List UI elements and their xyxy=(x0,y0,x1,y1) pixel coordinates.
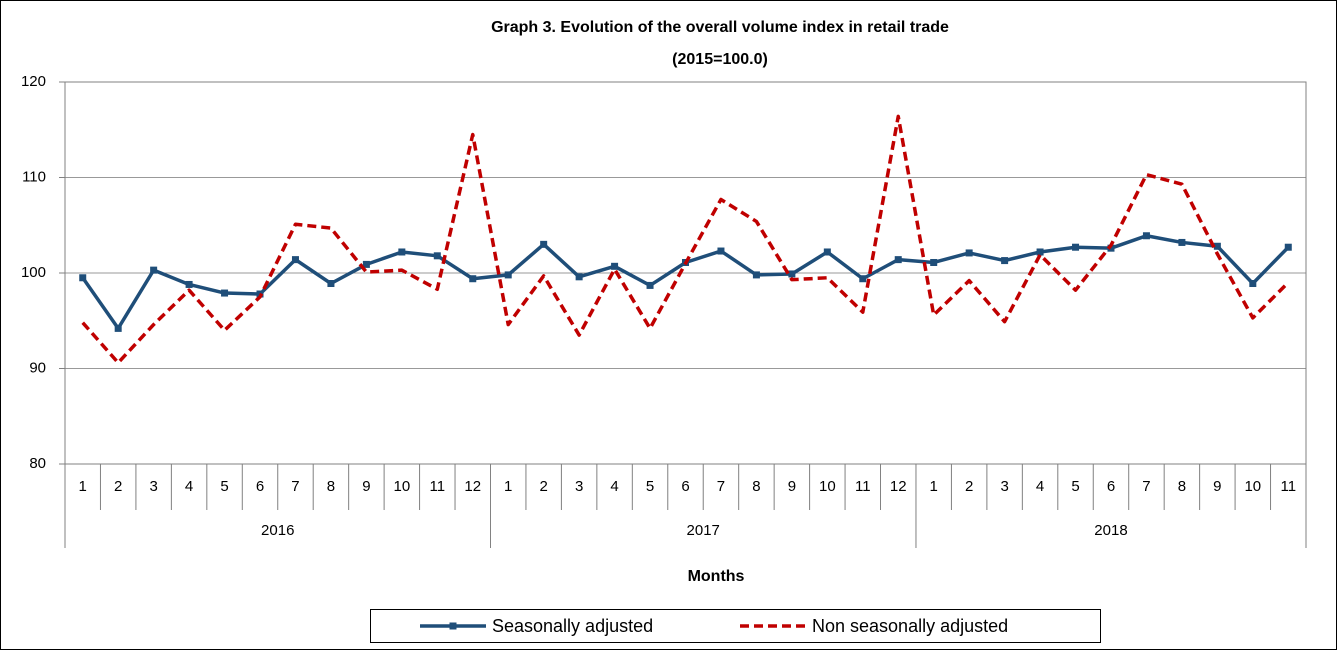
y-tick-label: 90 xyxy=(29,359,46,376)
x-tick-label: 9 xyxy=(788,478,796,495)
point-marker xyxy=(717,247,725,255)
legend-label: Seasonally adjusted xyxy=(492,616,653,636)
legend-items: Seasonally adjusted Non seasonally adjust… xyxy=(420,616,1008,636)
x-tick-label: 4 xyxy=(1036,478,1044,495)
point-marker xyxy=(79,274,87,282)
x-tick-label: 1 xyxy=(930,478,938,495)
x-tick-label: 7 xyxy=(1142,478,1150,495)
point-marker xyxy=(1284,243,1292,251)
x-group-label: 2016 xyxy=(261,522,294,539)
point-marker xyxy=(1142,232,1150,240)
y-tick-label: 80 xyxy=(29,455,46,472)
x-tick-label: 11 xyxy=(855,478,871,495)
chart-title: Graph 3. Evolution of the overall volume… xyxy=(491,19,949,36)
x-tick-label: 3 xyxy=(149,478,157,495)
point-marker xyxy=(398,248,406,256)
series-line xyxy=(81,114,1290,365)
point-marker xyxy=(575,273,583,281)
y-tick-label: 110 xyxy=(22,168,46,185)
point-marker xyxy=(114,324,122,332)
point-marker xyxy=(1001,257,1009,265)
series-layer xyxy=(79,114,1292,365)
x-tick-label: 2 xyxy=(965,478,973,495)
y-tick-label: 100 xyxy=(21,264,46,281)
point-marker xyxy=(540,240,548,248)
point-marker xyxy=(327,280,335,288)
point-marker xyxy=(1107,244,1115,252)
point-marker xyxy=(611,262,619,270)
x-tick-label: 1 xyxy=(504,478,512,495)
x-axis-title: Months xyxy=(688,568,745,585)
point-marker xyxy=(788,270,796,278)
chart-subtitle: (2015=100.0) xyxy=(672,51,768,68)
x-tick-label: 2 xyxy=(539,478,547,495)
x-tick-label: 8 xyxy=(327,478,335,495)
x-tick-label: 12 xyxy=(464,478,481,495)
point-marker xyxy=(362,260,370,268)
x-tick-label: 11 xyxy=(430,478,446,495)
x-tick-label: 12 xyxy=(890,478,907,495)
point-marker xyxy=(291,256,299,264)
x-tick-label: 1 xyxy=(79,478,87,495)
point-marker xyxy=(221,289,229,297)
point-marker xyxy=(752,271,760,279)
point-marker xyxy=(859,275,867,283)
point-marker xyxy=(894,256,902,264)
x-tick-label: 6 xyxy=(256,478,264,495)
x-tick-label: 4 xyxy=(610,478,618,495)
point-marker xyxy=(823,248,831,256)
point-marker xyxy=(930,258,938,266)
point-marker xyxy=(1213,242,1221,250)
x-tick-label: 4 xyxy=(185,478,193,495)
x-tick-label: 7 xyxy=(717,478,725,495)
x-tick-label: 5 xyxy=(1071,478,1079,495)
legend-marker xyxy=(449,622,457,630)
legend-label: Non seasonally adjusted xyxy=(812,616,1008,636)
plot-area xyxy=(64,81,1307,465)
x-tick-label: 8 xyxy=(1178,478,1186,495)
y-tick-label: 120 xyxy=(21,73,46,90)
x-tick-label: 9 xyxy=(362,478,370,495)
x-group-label: 2017 xyxy=(687,522,720,539)
point-marker xyxy=(185,280,193,288)
point-marker xyxy=(1072,243,1080,251)
x-tick-label: 10 xyxy=(393,478,410,495)
point-marker xyxy=(1249,280,1257,288)
legend xyxy=(370,609,1101,643)
point-marker xyxy=(1036,248,1044,256)
point-marker xyxy=(1178,238,1186,246)
x-group-label: 2018 xyxy=(1094,522,1127,539)
point-marker xyxy=(646,281,654,289)
x-tick-label: 9 xyxy=(1213,478,1221,495)
x-tick-label: 8 xyxy=(752,478,760,495)
point-marker xyxy=(433,252,441,260)
x-tick-label: 5 xyxy=(220,478,228,495)
x-tick-label: 6 xyxy=(1107,478,1115,495)
x-tick-label: 3 xyxy=(575,478,583,495)
point-marker xyxy=(504,271,512,279)
point-marker xyxy=(965,249,973,257)
x-tick-label: 10 xyxy=(819,478,836,495)
x-tick-label: 2 xyxy=(114,478,122,495)
x-tick-label: 6 xyxy=(681,478,689,495)
x-tick-label: 7 xyxy=(291,478,299,495)
x-tick-label: 11 xyxy=(1280,478,1296,495)
point-marker xyxy=(469,275,477,283)
x-tick-label: 5 xyxy=(646,478,654,495)
x-tick-label: 3 xyxy=(1000,478,1008,495)
x-tick-label: 10 xyxy=(1244,478,1261,495)
point-marker xyxy=(150,266,158,274)
